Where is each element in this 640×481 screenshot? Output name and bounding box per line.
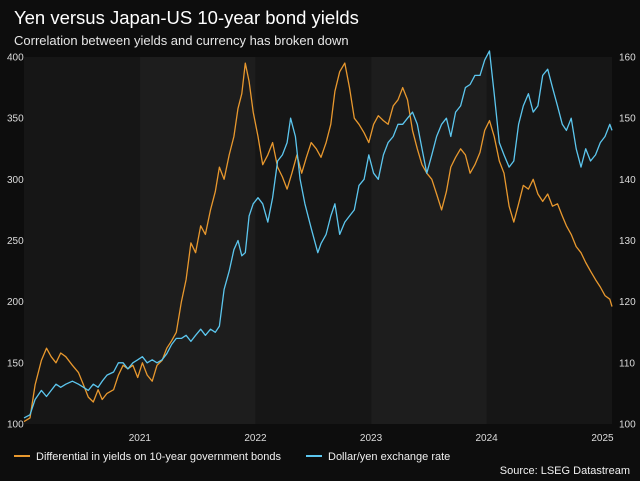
x-tick-label: 2025 (591, 433, 614, 444)
year-band (24, 57, 141, 424)
series-lines (23, 50, 613, 423)
chart-subtitle: Correlation between yields and currency … (14, 33, 349, 48)
x-tick-label: 2021 (129, 433, 152, 444)
left-tick-label: 350 (7, 114, 24, 125)
right-tick-label: 150 (619, 114, 636, 125)
year-band (255, 57, 372, 424)
year-band (486, 57, 612, 424)
legend-label-yield-differential: Differential in yields on 10-year govern… (36, 451, 281, 463)
chart-title: Yen versus Japan-US 10-year bond yields (14, 7, 359, 28)
right-tick-label: 110 (619, 358, 635, 369)
left-tick-label: 250 (7, 236, 24, 247)
x-tick-label: 2022 (244, 433, 267, 444)
left-axis: 100 150 200 250 300 350 400 (7, 53, 24, 431)
year-band (371, 57, 487, 424)
x-tick-label: 2024 (475, 433, 498, 444)
right-tick-label: 130 (619, 236, 636, 247)
left-tick-label: 150 (7, 358, 24, 369)
series-line-dollar-yen (23, 50, 613, 419)
right-tick-label: 100 (619, 420, 636, 431)
right-tick-label: 160 (619, 53, 636, 64)
left-tick-label: 100 (7, 420, 24, 431)
left-tick-label: 200 (7, 297, 24, 308)
right-tick-label: 120 (619, 297, 636, 308)
x-axis: 2021 2022 2023 2024 2025 (129, 433, 614, 444)
right-axis: 100 110 120 130 140 150 160 (619, 53, 636, 431)
source-note: Source: LSEG Datastream (500, 465, 630, 477)
year-bands (24, 57, 612, 424)
left-tick-label: 300 (7, 175, 24, 186)
left-tick-label: 400 (7, 53, 24, 64)
right-tick-label: 140 (619, 175, 636, 186)
legend: Differential in yields on 10-year govern… (14, 451, 450, 463)
legend-label-dollar-yen: Dollar/yen exchange rate (328, 451, 450, 463)
x-tick-label: 2023 (360, 433, 383, 444)
